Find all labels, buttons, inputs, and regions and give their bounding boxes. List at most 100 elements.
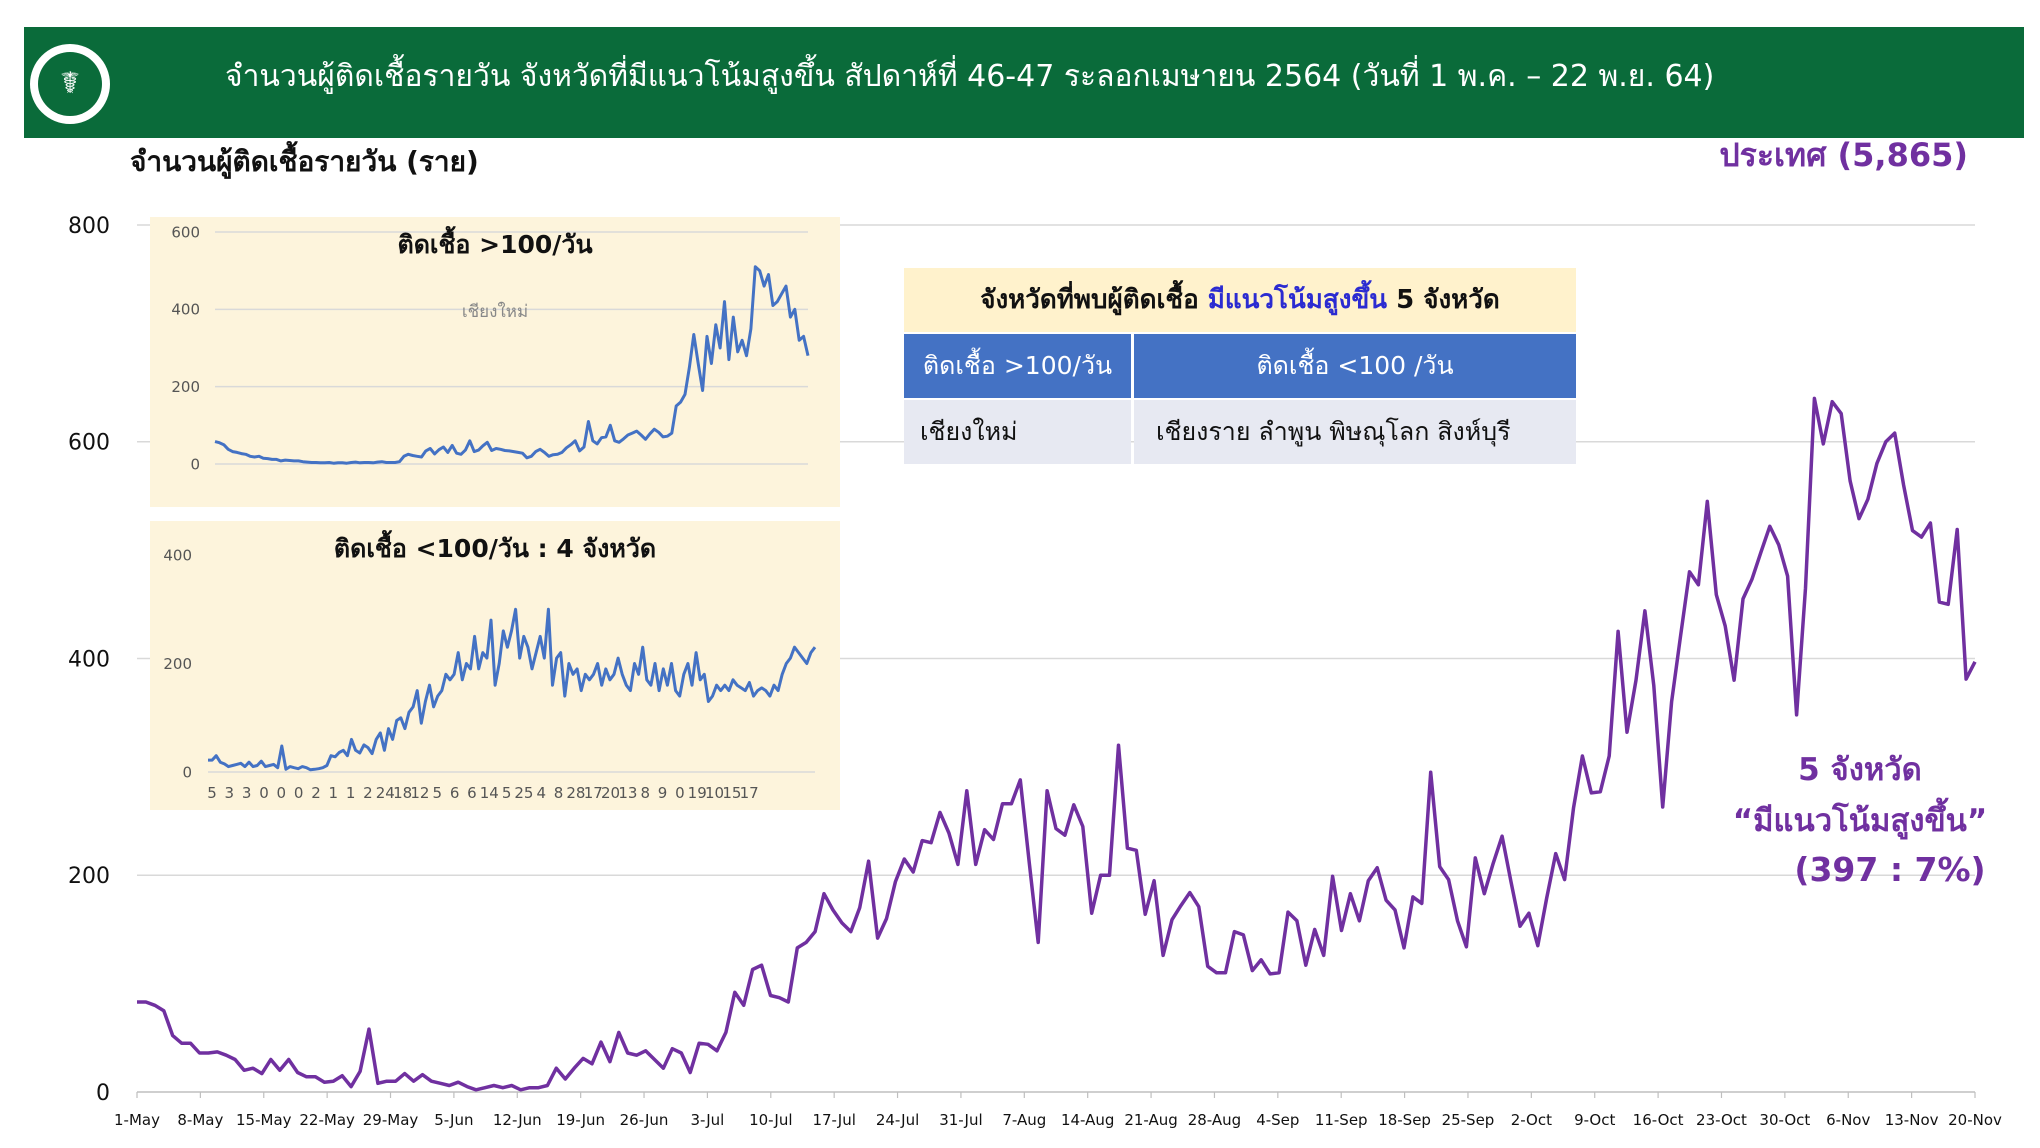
x-tick-label: 1	[346, 784, 356, 802]
x-tick-label: 2	[363, 784, 373, 802]
x-tick-label: 9	[658, 784, 668, 802]
y-tick-label: 200	[68, 864, 110, 889]
x-tick-label: 25-Sep	[1442, 1111, 1495, 1129]
x-tick-label: 8	[554, 784, 564, 802]
inset-chart-chiang-mai: 0 200 400 600 ติดเชื้อ >100/วันเชียงใหม่	[150, 217, 840, 507]
x-tick-label: 1-May	[114, 1111, 160, 1129]
annotation-trend-label: “มีแนวโน้มสูงขึ้น”	[1732, 803, 1988, 839]
x-tick-label: 10	[705, 784, 724, 802]
x-tick-label: 4	[536, 784, 546, 802]
x-tick-label: 2-Oct	[1511, 1111, 1552, 1129]
x-tick-label: 4-Sep	[1256, 1111, 1299, 1129]
x-tick-label: 0	[294, 784, 304, 802]
x-tick-label: 13-Nov	[1885, 1111, 1939, 1129]
x-tick-label: 28	[566, 784, 585, 802]
table-header-under-100: ติดเชื้อ <100 /วัน	[1134, 334, 1576, 398]
x-tick-label: 0	[259, 784, 269, 802]
table-cell-under-100: เชียงราย ลำพูน พิษณุโลก สิงห์บุรี	[1134, 400, 1576, 464]
table-cell-over-100: เชียงใหม่	[904, 400, 1131, 464]
x-tick-label: 3	[225, 784, 235, 802]
x-tick-label: 5	[502, 784, 512, 802]
x-tick-label: 23-Oct	[1696, 1111, 1747, 1129]
x-tick-label: 14	[480, 784, 499, 802]
caduceus-icon: ☤	[59, 66, 81, 101]
x-tick-label: 24-Jul	[876, 1111, 919, 1129]
x-tick-label: 25	[514, 784, 533, 802]
inset-chart-title: ติดเชื้อ >100/วัน	[397, 225, 592, 259]
x-tick-label: 5	[207, 784, 217, 802]
x-tick-label: 20-Nov	[1948, 1111, 2002, 1129]
x-tick-label: 6-Nov	[1826, 1111, 1870, 1129]
inset-chart-four-provinces: 0 200 400 5 3 3 0 0 0 2 1 1 2 24 18 12 5 6 6 14 5 25 4 8 28 17 20 1…	[150, 521, 840, 810]
x-tick-label: 3-Jul	[690, 1111, 724, 1129]
x-tick-label: 24	[376, 784, 395, 802]
x-tick-label: 0	[675, 784, 685, 802]
x-tick-label: 6	[450, 784, 460, 802]
x-tick-label: 15	[722, 784, 741, 802]
x-tick-label: 22-May	[299, 1111, 355, 1129]
x-tick-label: 21-Aug	[1124, 1111, 1177, 1129]
header-bar	[24, 27, 2024, 138]
x-tick-label: 26-Jun	[620, 1111, 669, 1129]
y-tick-label: 200	[163, 655, 192, 673]
annotation-latest-value: (397 : 7%)	[1794, 850, 1986, 889]
page-title: จำนวนผู้ติดเชื้อรายวัน จังหวัดที่มีแนวโน…	[225, 59, 1715, 94]
x-tick-label: 31-Jul	[939, 1111, 982, 1129]
y-tick-label: 200	[171, 378, 200, 396]
y-tick-label: 0	[96, 1081, 110, 1106]
x-tick-label: 28-Aug	[1188, 1111, 1241, 1129]
y-tick-label: 400	[171, 301, 200, 319]
table-title-prefix: จังหวัดที่พบผู้ติดเชื้อ	[980, 285, 1199, 315]
x-tick-label: 18-Sep	[1378, 1111, 1431, 1129]
x-tick-label: 17-Jul	[812, 1111, 855, 1129]
x-tick-label: 14-Aug	[1061, 1111, 1114, 1129]
ministry-of-public-health-seal-icon: ☤	[30, 44, 110, 124]
y-tick-label: 0	[190, 455, 200, 473]
x-tick-label: 30-Oct	[1759, 1111, 1810, 1129]
x-tick-label: 1	[329, 784, 339, 802]
y-tick-label: 600	[171, 223, 200, 241]
series-line	[208, 607, 817, 772]
x-tick-label: 3	[242, 784, 252, 802]
series-line	[214, 265, 810, 465]
x-tick-label: 20	[601, 784, 620, 802]
y-tick-label: 400	[68, 647, 110, 672]
x-tick-label: 10-Jul	[749, 1111, 792, 1129]
y-tick-label: 800	[68, 214, 110, 239]
x-tick-label: 19	[688, 784, 707, 802]
series-line	[137, 396, 1977, 1092]
y-tick-label: 0	[182, 763, 192, 781]
x-tick-label: 6	[467, 784, 477, 802]
x-tick-label: 12	[410, 784, 429, 802]
x-tick-label: 18	[393, 784, 412, 802]
x-tick-label: 12-Jun	[493, 1111, 542, 1129]
x-tick-label: 5-Jun	[434, 1111, 473, 1129]
x-tick-label: 17	[584, 784, 603, 802]
x-tick-label: 15-May	[236, 1111, 292, 1129]
x-tick-label: 11-Sep	[1315, 1111, 1368, 1129]
table-header-over-100: ติดเชื้อ >100/วัน	[904, 334, 1131, 398]
table-title-highlight: มีแนวโน้มสูงขึ้น	[1207, 285, 1388, 315]
x-tick-label: 9-Oct	[1574, 1111, 1615, 1129]
x-tick-label: 17	[740, 784, 759, 802]
x-tick-label: 8-May	[177, 1111, 223, 1129]
seal-inner-ring: ☤	[38, 52, 102, 116]
x-tick-label: 5	[433, 784, 443, 802]
inset-series-label: เชียงใหม่	[462, 301, 528, 322]
x-tick-label: 7-Aug	[1002, 1111, 1046, 1129]
x-tick-label: 2	[311, 784, 321, 802]
rising-provinces-table: จังหวัดที่พบผู้ติดเชื้อ มีแนวโน้มสูงขึ้น…	[904, 268, 1576, 464]
y-tick-label: 600	[68, 431, 110, 456]
country-total-label: ประเทศ (5,865)	[1719, 136, 1968, 174]
y-tick-label: 400	[163, 546, 192, 564]
x-tick-label: 29-May	[363, 1111, 419, 1129]
x-tick-label: 13	[618, 784, 637, 802]
inset-chart-title: ติดเชื้อ <100/วัน : 4 จังหวัด	[334, 529, 656, 563]
x-tick-label: 16-Oct	[1633, 1111, 1684, 1129]
inset-chart-chiang-mai-plot: 0 200 400 600 ติดเชื้อ >100/วันเชียงใหม่	[171, 223, 810, 473]
annotation-province-count: 5 จังหวัด	[1798, 752, 1922, 788]
y-axis-title: จำนวนผู้ติดเชื้อรายวัน (ราย)	[130, 145, 479, 178]
x-tick-label: 19-Jun	[556, 1111, 605, 1129]
x-tick-label: 0	[277, 784, 287, 802]
